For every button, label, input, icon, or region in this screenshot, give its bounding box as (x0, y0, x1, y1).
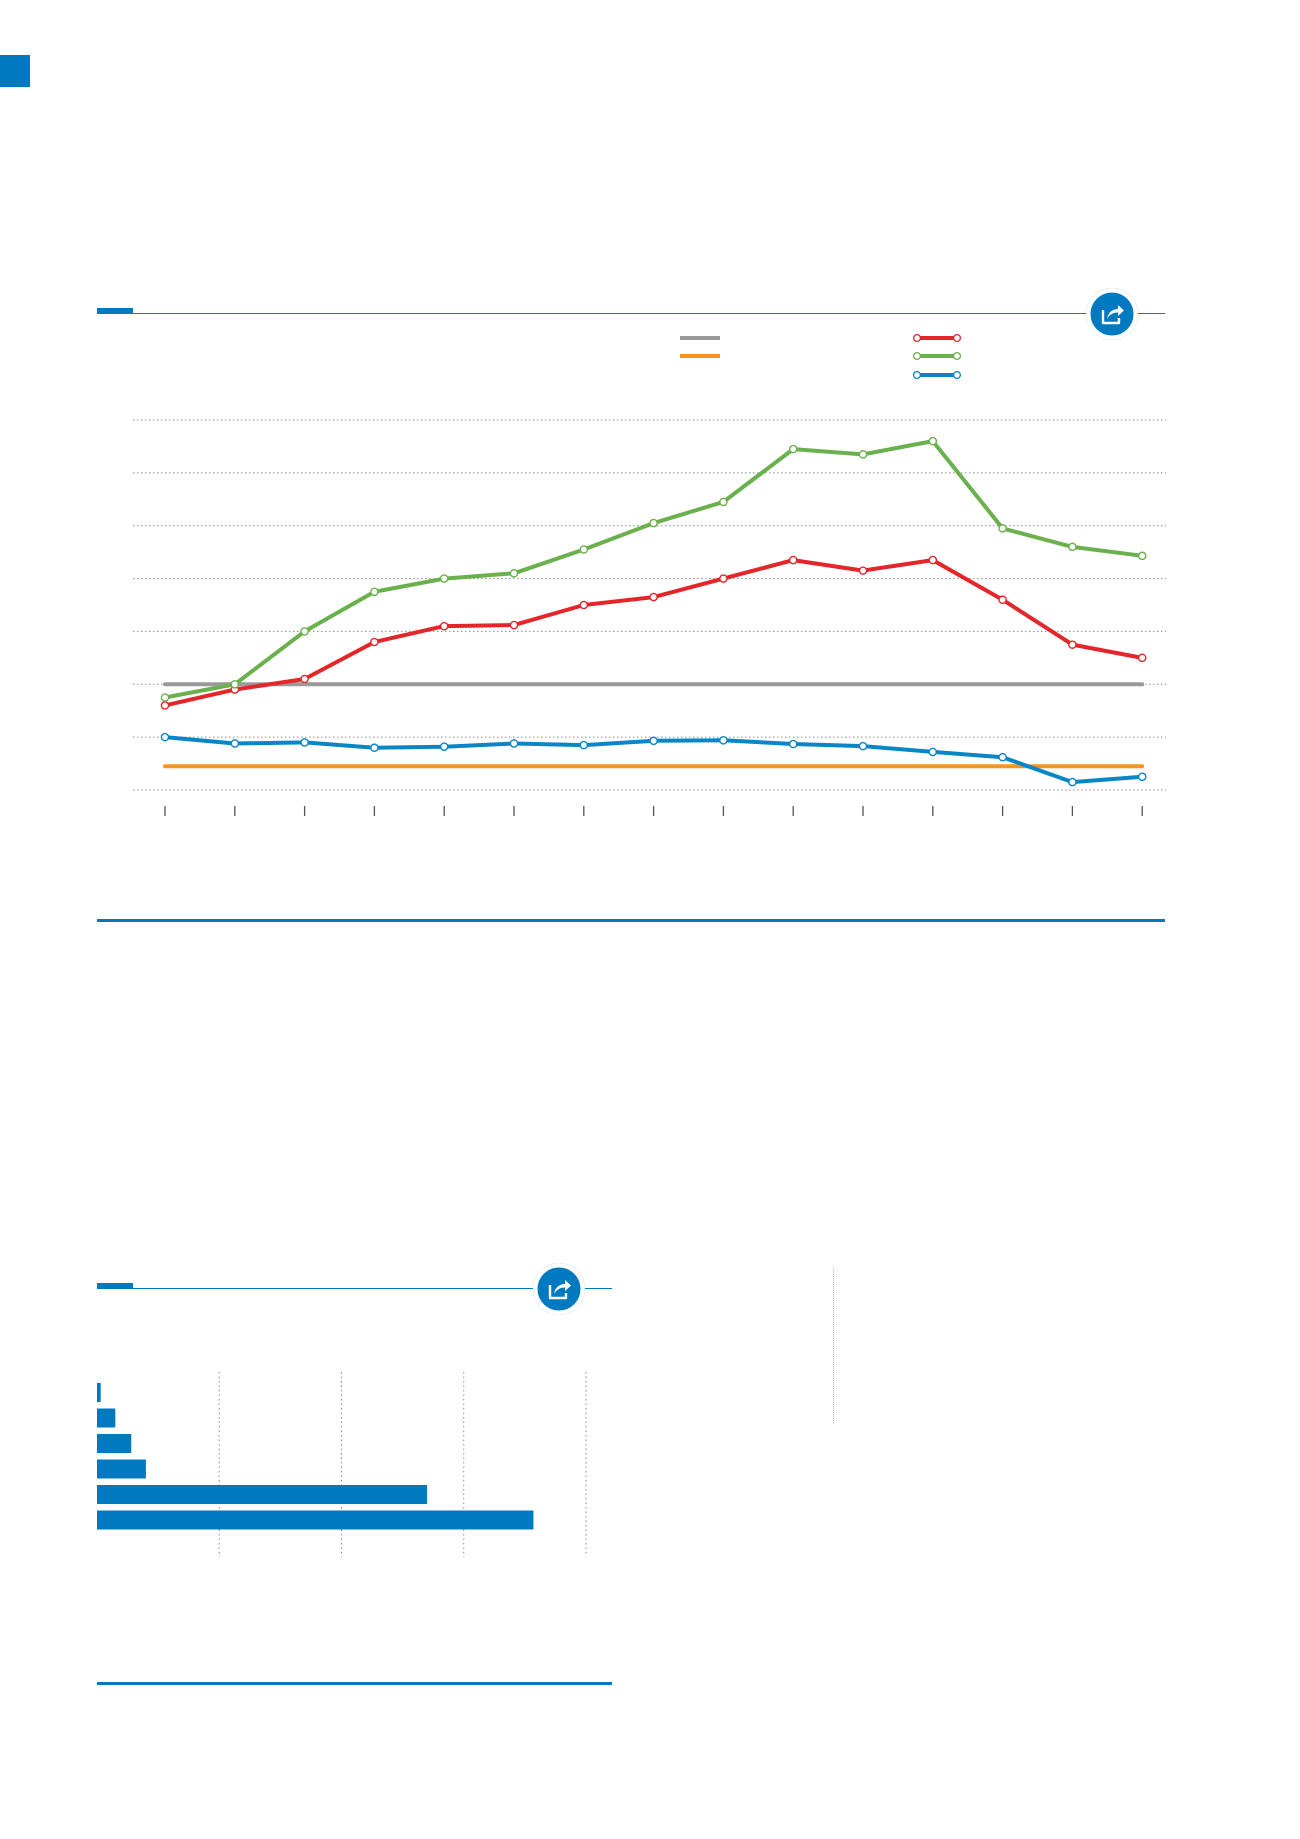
series-green-point (858, 450, 868, 459)
series-red-point (788, 555, 798, 565)
chart-legend (680, 333, 962, 380)
series-red-point (370, 637, 379, 647)
series-green-point (160, 693, 170, 702)
series-blue-point (509, 739, 519, 748)
legend-marker (912, 370, 922, 380)
column-divider (833, 1268, 834, 1423)
series-red-point (579, 600, 589, 610)
series-blue-point (300, 738, 309, 747)
series-red-point (719, 574, 728, 583)
series-red-point (509, 620, 519, 630)
series-red-point (998, 595, 1007, 605)
legend-marker (952, 351, 962, 361)
series-red-point (160, 701, 170, 710)
series-blue-point (858, 741, 868, 751)
series-green-point (1137, 551, 1147, 561)
line-chart (133, 333, 1166, 816)
x-axis-ticks (164, 806, 1143, 816)
series-blue-point (998, 752, 1007, 762)
series-blue-point (579, 740, 589, 750)
series-blue-point (1137, 772, 1147, 782)
series-blue-point (230, 739, 240, 748)
bar (97, 1459, 146, 1479)
chart-series (160, 436, 1147, 787)
series-red-point (858, 566, 868, 575)
legend-marker (912, 333, 922, 343)
series-red-point (300, 674, 309, 684)
page-corner-tab (0, 55, 30, 87)
series-blue-point (439, 742, 449, 751)
series-green-point (998, 524, 1007, 533)
series-red-point (1137, 653, 1147, 663)
series-red-point (1068, 640, 1077, 649)
series-green-point (579, 545, 589, 554)
section-bottom-rule (97, 919, 1165, 922)
series-green-point (649, 518, 658, 528)
bar (97, 1408, 116, 1428)
series-green-point (719, 497, 728, 507)
legend-marker (912, 351, 922, 361)
section-marker (97, 308, 133, 314)
bar (97, 1485, 428, 1504)
series-green-point (230, 679, 240, 689)
series-blue-point (928, 747, 938, 757)
bar (97, 1510, 534, 1530)
bar (97, 1434, 132, 1453)
series-green-point (788, 444, 798, 454)
series-blue-point (1068, 777, 1077, 787)
section-rule (97, 1288, 612, 1289)
share-button[interactable] (533, 1263, 585, 1315)
bar-chart (97, 1372, 587, 1557)
series-red-point (649, 592, 658, 602)
section-rule (97, 313, 1165, 314)
section-bottom-rule (97, 1682, 612, 1685)
series-green-point (439, 574, 449, 583)
share-icon (1088, 290, 1136, 338)
series-red-point (439, 621, 449, 631)
series-blue-point (160, 732, 170, 742)
series-blue-point (370, 743, 379, 753)
series-green-point (300, 627, 309, 636)
series-blue-point (788, 739, 798, 749)
chart-bars (97, 1383, 534, 1530)
legend-marker (952, 333, 962, 343)
series-green-point (928, 436, 938, 446)
series-blue-point (719, 736, 728, 745)
series-green-line (163, 439, 1145, 700)
series-green-point (509, 568, 519, 578)
bar (97, 1383, 101, 1402)
series-blue-point (649, 736, 658, 746)
legend-marker (952, 370, 962, 380)
series-green-point (370, 587, 379, 597)
share-button[interactable] (1086, 288, 1138, 340)
series-green-point (1068, 542, 1077, 552)
share-icon (535, 1265, 583, 1313)
series-red-point (928, 555, 938, 565)
section-marker (97, 1283, 133, 1289)
